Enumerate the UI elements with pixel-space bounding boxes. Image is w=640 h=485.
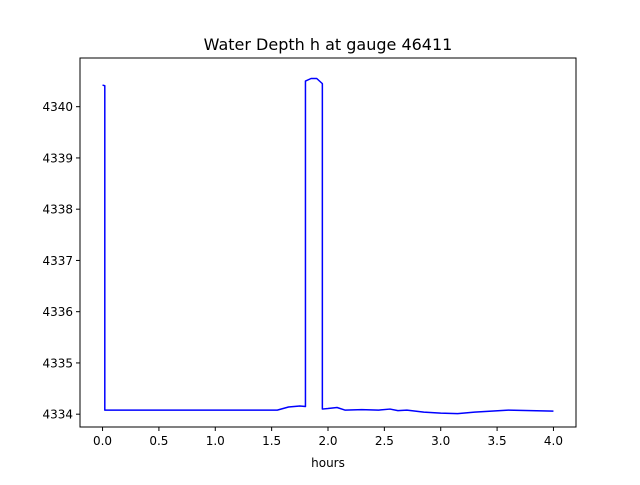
x-tick-label: 1.5 [262, 434, 281, 448]
y-tick-label: 4338 [42, 203, 73, 217]
x-tick-label: 4.0 [544, 434, 563, 448]
plot-frame [79, 57, 577, 428]
x-tick-label: 3.0 [431, 434, 450, 448]
x-axis: 0.0 0.5 1.0 1.5 2.0 2.5 3.0 3.5 4.0 [93, 427, 563, 448]
x-axis-label: hours [311, 456, 345, 470]
series-line-0 [102, 77, 554, 415]
x-tick-label: 3.5 [488, 434, 507, 448]
y-tick-label: 4336 [42, 305, 73, 319]
y-tick-label: 4334 [42, 408, 73, 422]
x-tick-label: 0.0 [93, 434, 112, 448]
x-tick-label: 1.0 [206, 434, 225, 448]
x-tick-label: 0.5 [149, 434, 168, 448]
y-axis: 4334 4335 4336 4337 4338 4339 4340 [42, 100, 80, 422]
y-tick-label: 4339 [42, 151, 73, 165]
x-tick-label: 2.0 [318, 434, 337, 448]
chart-title: Water Depth h at gauge 46411 [204, 35, 453, 54]
y-tick-label: 4335 [42, 356, 73, 370]
y-tick-label: 4340 [42, 100, 73, 114]
y-tick-label: 4337 [42, 254, 73, 268]
x-tick-label: 2.5 [375, 434, 394, 448]
plot-content [102, 77, 554, 415]
